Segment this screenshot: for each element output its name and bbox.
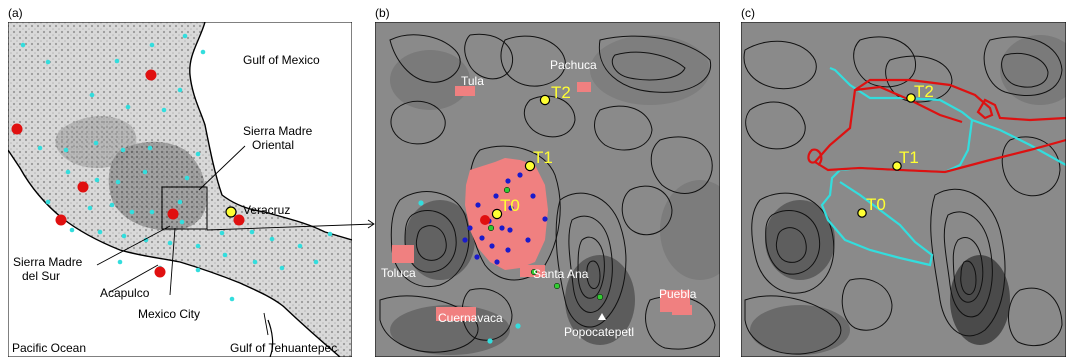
panel-c-t1-label: T1 <box>899 148 919 167</box>
label-puebla: Puebla <box>659 287 697 301</box>
panel-b-t1-label: T1 <box>533 148 553 167</box>
panel-c-t0-label: T0 <box>866 195 886 214</box>
panel-b-t2-marker <box>539 94 551 106</box>
flight-track-cyan <box>820 66 1066 267</box>
panel-b-t2-label: T2 <box>551 83 571 102</box>
panel-b-label: (b) <box>375 6 390 20</box>
inset-box <box>161 186 208 230</box>
panel-c-t1-marker <box>892 161 902 171</box>
panel-c-t2-marker <box>906 93 916 103</box>
panel-b-map <box>375 22 720 357</box>
panel-a-leaders <box>96 145 375 336</box>
veracruz-marker <box>225 206 237 218</box>
panel-a-red-stations <box>11 69 245 278</box>
label-pacific: Pacific Ocean <box>12 341 86 355</box>
panel-a-label: (a) <box>8 6 23 20</box>
panel-c-t2-label: T2 <box>914 82 934 101</box>
label-sierra-oriental-2: Oriental <box>252 138 294 152</box>
label-sierra-oriental-1: Sierra Madre <box>243 124 313 138</box>
label-toluca: Toluca <box>381 266 416 280</box>
label-tehuantepec: Gulf of Tehuantepec <box>230 341 337 355</box>
label-popocatepetl: Popocatepetl <box>564 325 634 339</box>
label-tula: Tula <box>461 74 484 88</box>
label-gulf-mexico: Gulf of Mexico <box>243 53 320 67</box>
panel-a-cyan-stations <box>20 33 333 302</box>
panel-b-t0-marker <box>491 208 503 220</box>
coastline-gulf <box>189 22 352 241</box>
panel-b-cyan-stations <box>418 200 521 344</box>
label-sierra-sur-1: Sierra Madre <box>13 255 83 269</box>
volcano-icon <box>598 313 606 320</box>
flight-track-red <box>807 78 1066 174</box>
label-veracruz: Veracruz <box>243 203 290 217</box>
panel-c-map <box>741 22 1066 357</box>
panel-b-t1-marker <box>524 160 536 172</box>
panel-c-label: (c) <box>741 6 755 20</box>
panel-b-t0-label: T0 <box>500 196 520 215</box>
label-acapulco: Acapulco <box>100 286 150 300</box>
panel-c-t0-marker <box>857 208 867 218</box>
label-cuernavaca: Cuernavaca <box>438 311 503 325</box>
label-sierra-sur-2: del Sur <box>22 269 60 283</box>
label-mexico-city: Mexico City <box>138 307 200 321</box>
label-santa-ana: Santa Ana <box>533 267 589 281</box>
label-pachuca: Pachuca <box>550 58 597 72</box>
panel-b-green-stations <box>487 186 604 301</box>
panel-b-red-station <box>480 215 490 225</box>
